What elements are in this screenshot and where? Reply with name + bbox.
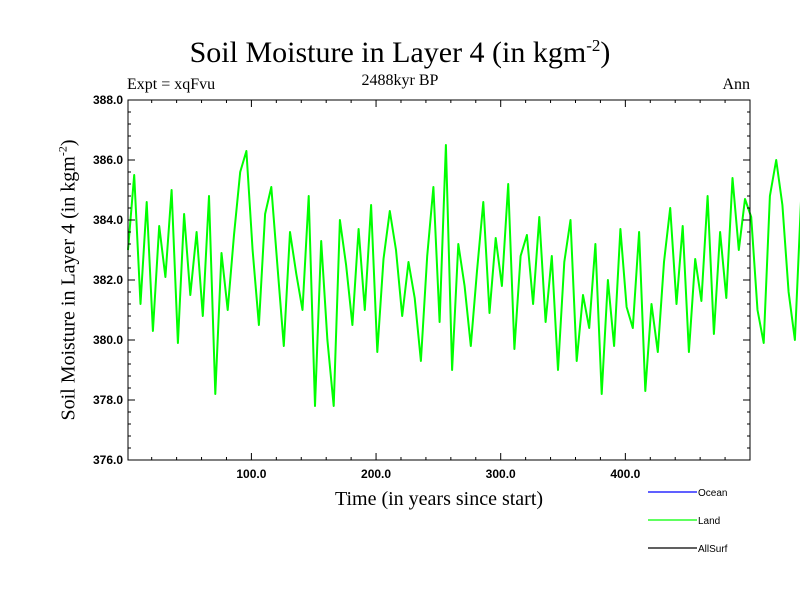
x-tick-label: 400.0 [610, 467, 640, 481]
chart-subtitle: 2488kyr BP [361, 72, 439, 89]
legend-label-land: Land [698, 516, 720, 527]
season-label: Ann [722, 76, 750, 93]
y-tick-label: 388.0 [93, 93, 123, 107]
legend-label-allsurf: AllSurf [698, 544, 728, 555]
series-line-land [127, 144, 800, 407]
y-tick-label: 382.0 [93, 273, 123, 287]
y-tick-label: 378.0 [93, 393, 123, 407]
x-axis-label: Time (in years since start) [334, 488, 544, 510]
experiment-label: Expt = xqFvu [127, 76, 216, 93]
chart-title: Soil Moisture in Layer 4 (in kgm-2) [189, 36, 611, 69]
y-tick-label: 386.0 [93, 153, 123, 167]
x-tick-label: 100.0 [236, 467, 266, 481]
axis-layer: 376.0 378.0 380.0 382.0 384.0 386.0 388.0 100.0… [93, 93, 750, 481]
x-tick-label: 200.0 [361, 467, 391, 481]
legend: Ocean Land AllSurf [648, 488, 728, 555]
y-tick-label: 376.0 [93, 453, 123, 467]
y-tick-label: 380.0 [93, 333, 123, 347]
y-tick-label: 384.0 [93, 213, 123, 227]
series-layer [127, 144, 800, 407]
x-tick-label: 300.0 [486, 467, 516, 481]
legend-label-ocean: Ocean [698, 488, 727, 499]
